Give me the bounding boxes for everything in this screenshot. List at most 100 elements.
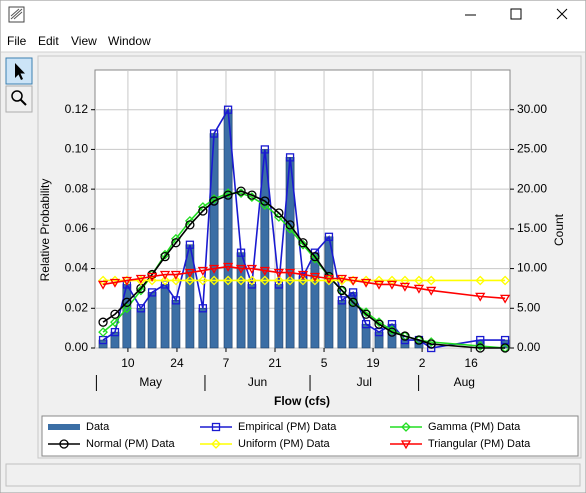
y-tick-label: 0.12 — [65, 102, 89, 116]
marker — [260, 196, 270, 206]
title-bar — [1, 1, 585, 31]
marker — [475, 292, 486, 302]
y2-tick-label: 0.00 — [517, 340, 541, 354]
y2-tick-label: 30.00 — [517, 102, 547, 116]
y-tick-label: 0.08 — [65, 181, 89, 195]
marker — [285, 153, 295, 162]
menu-item[interactable]: Edit — [38, 34, 59, 48]
marker — [426, 275, 437, 286]
marker — [273, 268, 284, 278]
y-tick-label: 0.04 — [65, 261, 89, 275]
x-tick-label: 21 — [268, 356, 282, 370]
marker — [110, 309, 120, 319]
marker — [475, 275, 486, 286]
legend-swatch — [48, 424, 80, 430]
marker — [236, 248, 246, 257]
month-label: Jun — [248, 375, 267, 389]
marker — [171, 296, 181, 305]
marker — [198, 304, 208, 313]
marker — [223, 190, 233, 200]
marker — [147, 288, 157, 297]
marker — [135, 285, 146, 296]
series-line — [102, 265, 506, 300]
app-icon — [8, 6, 25, 23]
marker — [135, 274, 146, 284]
marker — [223, 105, 233, 114]
marker — [246, 264, 258, 274]
close-button[interactable] — [556, 8, 568, 20]
menu-bar — [1, 31, 585, 52]
y2-axis-title: Count — [552, 213, 566, 246]
bar — [136, 307, 146, 349]
bar — [337, 300, 347, 349]
marker — [209, 275, 219, 286]
marker — [284, 268, 296, 278]
marker — [298, 239, 308, 250]
marker — [170, 270, 182, 280]
x-tick-label: 10 — [121, 356, 135, 370]
bar — [247, 284, 257, 349]
marker — [121, 303, 132, 314]
marker — [211, 439, 221, 449]
legend-label: Uniform (PM) Data — [238, 438, 331, 450]
bar — [374, 331, 384, 349]
marker — [170, 275, 181, 286]
marker — [414, 275, 424, 286]
marker — [197, 266, 208, 276]
bar — [298, 276, 308, 349]
magnifier-icon — [11, 90, 27, 106]
marker — [324, 232, 334, 241]
marker — [309, 272, 321, 282]
menu-item[interactable]: File — [7, 34, 27, 48]
y-axis-title: Relative Probability — [38, 179, 52, 282]
marker — [160, 275, 170, 286]
legend-item: Triangular (PM) Data — [390, 438, 531, 450]
marker — [323, 274, 335, 284]
marker — [426, 286, 437, 296]
menu-item[interactable]: View — [71, 34, 97, 48]
marker — [208, 264, 220, 274]
x-tick-label: 16 — [464, 356, 478, 370]
legend-label: Normal (PM) Data — [86, 438, 176, 450]
y2-tick-label: 5.00 — [517, 300, 541, 314]
marker — [209, 196, 219, 206]
marker — [274, 208, 284, 218]
marker — [98, 327, 108, 338]
maximize-button[interactable] — [510, 8, 522, 20]
marker — [98, 317, 108, 327]
x-tick-label: 5 — [321, 356, 328, 370]
marker — [209, 129, 219, 138]
marker — [122, 297, 132, 307]
status-bar — [5, 463, 581, 487]
zoom-tool[interactable] — [5, 85, 33, 113]
marker — [222, 262, 234, 272]
marker — [401, 422, 411, 432]
marker — [98, 275, 108, 286]
marker — [413, 284, 425, 294]
marker — [310, 252, 320, 262]
marker — [399, 282, 411, 292]
y2-tick-label: 25.00 — [517, 142, 547, 156]
marker — [259, 275, 270, 286]
legend-label: Gamma (PM) Data — [428, 421, 521, 433]
y2-tick-label: 20.00 — [517, 181, 547, 195]
marker — [121, 276, 132, 286]
legend-label: Triangular (PM) Data — [428, 438, 531, 450]
legend-item: Uniform (PM) Data — [200, 438, 331, 450]
marker — [426, 339, 436, 349]
marker — [298, 275, 308, 286]
bar — [198, 307, 208, 349]
marker — [159, 270, 171, 280]
marker — [285, 220, 295, 230]
marker — [387, 327, 397, 337]
menu-item[interactable]: Window — [108, 34, 151, 48]
marker — [373, 280, 385, 290]
marker — [414, 335, 424, 345]
marker — [298, 238, 308, 248]
legend-item: Empirical (PM) Data — [200, 421, 337, 433]
marker — [109, 278, 121, 288]
marker — [110, 327, 120, 337]
marker — [273, 275, 284, 286]
marker — [236, 275, 246, 286]
